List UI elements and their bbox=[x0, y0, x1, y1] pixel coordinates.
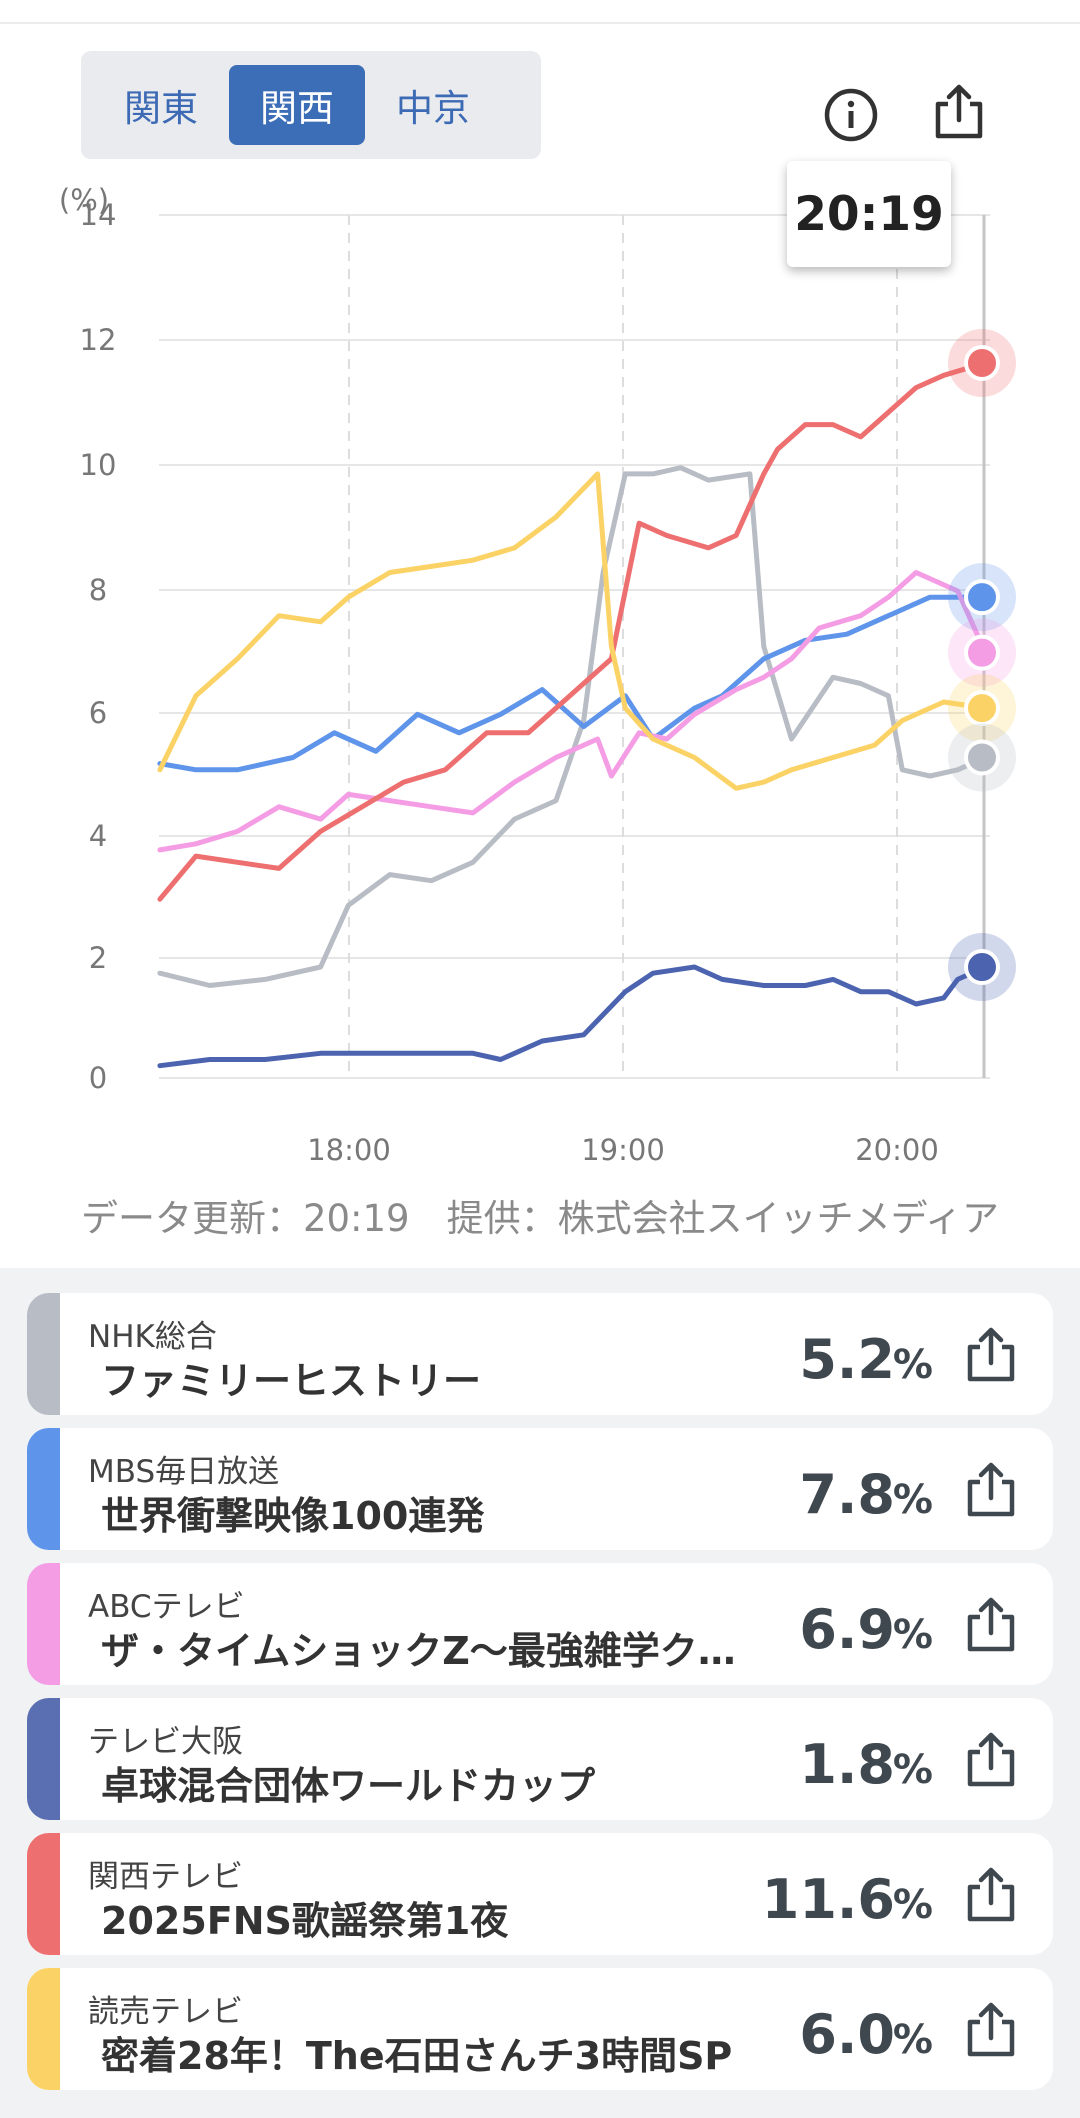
rating-value: 6.0 bbox=[799, 2003, 895, 2066]
share-icon[interactable] bbox=[962, 1325, 1020, 1383]
x-tick-label: 18:00 bbox=[307, 1133, 391, 1167]
rating-unit: % bbox=[892, 1882, 933, 1928]
y-tick-label: 2 bbox=[89, 941, 107, 975]
share-icon[interactable] bbox=[962, 1460, 1020, 1518]
rating-value: 11.6 bbox=[761, 1868, 895, 1931]
channel-name: NHK総合 bbox=[88, 1319, 217, 1355]
x-tick-label: 19:00 bbox=[581, 1133, 665, 1167]
end-marker bbox=[964, 579, 1000, 616]
channel-color-bar bbox=[27, 1293, 60, 1415]
y-tick-label: 14 bbox=[80, 198, 117, 232]
series-line bbox=[157, 465, 988, 988]
series-line bbox=[157, 594, 988, 773]
rating-unit: % bbox=[892, 2017, 933, 2063]
channel-card[interactable]: 関西テレビ 2025FNS歌謡祭第1夜 11.6% bbox=[27, 1833, 1053, 1955]
series-line bbox=[157, 570, 988, 853]
program-title: 2025FNS歌謡祭第1夜 bbox=[101, 1899, 509, 1943]
channel-color-bar bbox=[27, 1428, 60, 1550]
time-tooltip: 20:19 bbox=[787, 161, 951, 267]
region-tabs: 関東 関西 中京 bbox=[81, 51, 541, 159]
rating-unit: % bbox=[892, 1747, 933, 1793]
channel-color-bar bbox=[27, 1698, 60, 1820]
rating-unit: % bbox=[892, 1342, 933, 1388]
end-marker bbox=[964, 634, 1000, 671]
y-tick-label: 8 bbox=[89, 573, 107, 607]
y-tick-label: 12 bbox=[80, 323, 117, 357]
channel-card[interactable]: ABCテレビザ・タイムショックZ〜最強雑学ク… 6.9% bbox=[27, 1563, 1053, 1685]
series-line bbox=[157, 964, 988, 1069]
rating-value: 6.9 bbox=[799, 1598, 895, 1661]
rating-unit: % bbox=[892, 1612, 933, 1658]
channel-card[interactable]: NHK総合ファミリーヒストリー 5.2% bbox=[27, 1293, 1053, 1415]
channel-name: テレビ大阪 bbox=[88, 1724, 243, 1760]
data-caption: データ更新：20:19 提供：株式会社スイッチメディア bbox=[80, 1197, 1000, 1240]
channel-name: ABCテレビ bbox=[88, 1589, 245, 1625]
channel-name: 読売テレビ bbox=[88, 1994, 243, 2030]
program-title: 卓球混合団体ワールドカップ bbox=[101, 1764, 596, 1808]
share-icon[interactable] bbox=[962, 1595, 1020, 1653]
series-line bbox=[157, 360, 988, 902]
rating-unit: % bbox=[892, 1477, 933, 1523]
y-tick-label: 4 bbox=[89, 819, 107, 853]
program-title: ファミリーヒストリー bbox=[101, 1359, 482, 1403]
info-icon[interactable] bbox=[822, 86, 880, 144]
series-line bbox=[157, 471, 988, 791]
y-tick-label: 0 bbox=[89, 1061, 107, 1095]
channel-name: MBS毎日放送 bbox=[88, 1454, 280, 1490]
end-marker bbox=[964, 739, 1000, 776]
share-icon[interactable] bbox=[930, 82, 988, 140]
channel-card[interactable]: テレビ大阪卓球混合団体ワールドカップ 1.8% bbox=[27, 1698, 1053, 1820]
tab-kanto[interactable]: 関東 bbox=[124, 87, 198, 130]
channel-card[interactable]: 読売テレビ密着28年！The石田さんチ3時間SP 6.0% bbox=[27, 1968, 1053, 2090]
channel-color-bar bbox=[27, 1563, 60, 1685]
rating-value: 1.8 bbox=[799, 1733, 895, 1796]
end-marker bbox=[964, 949, 1000, 986]
x-tick-label: 20:00 bbox=[855, 1133, 939, 1167]
program-title: 密着28年！The石田さんチ3時間SP bbox=[101, 2034, 733, 2078]
y-axis-unit: (%) bbox=[59, 183, 109, 217]
rating-value: 7.8 bbox=[799, 1463, 895, 1526]
program-title: 世界衝撃映像100連発 bbox=[101, 1494, 485, 1538]
end-marker bbox=[964, 690, 1000, 727]
share-icon[interactable] bbox=[962, 1865, 1020, 1923]
program-title: ザ・タイムショックZ〜最強雑学ク… bbox=[101, 1629, 736, 1673]
end-marker bbox=[964, 344, 1000, 381]
y-tick-label: 10 bbox=[80, 448, 117, 482]
rating-value: 5.2 bbox=[799, 1328, 895, 1391]
tab-kansai[interactable]: 関西 bbox=[229, 65, 365, 145]
channel-name: 関西テレビ bbox=[88, 1859, 243, 1895]
viewership-chart: 14 12 10 8 6 4 2 0 (%) 18:00 19:00 20:00 bbox=[59, 183, 1016, 1167]
top-divider bbox=[0, 22, 1080, 24]
tab-chukyo[interactable]: 中京 bbox=[396, 87, 470, 130]
channel-card[interactable]: MBS毎日放送世界衝撃映像100連発 7.8% bbox=[27, 1428, 1053, 1550]
y-tick-label: 6 bbox=[89, 696, 107, 730]
channel-color-bar bbox=[27, 1833, 60, 1955]
channel-color-bar bbox=[27, 1968, 60, 2090]
share-icon[interactable] bbox=[962, 1730, 1020, 1788]
share-icon[interactable] bbox=[962, 2000, 1020, 2058]
